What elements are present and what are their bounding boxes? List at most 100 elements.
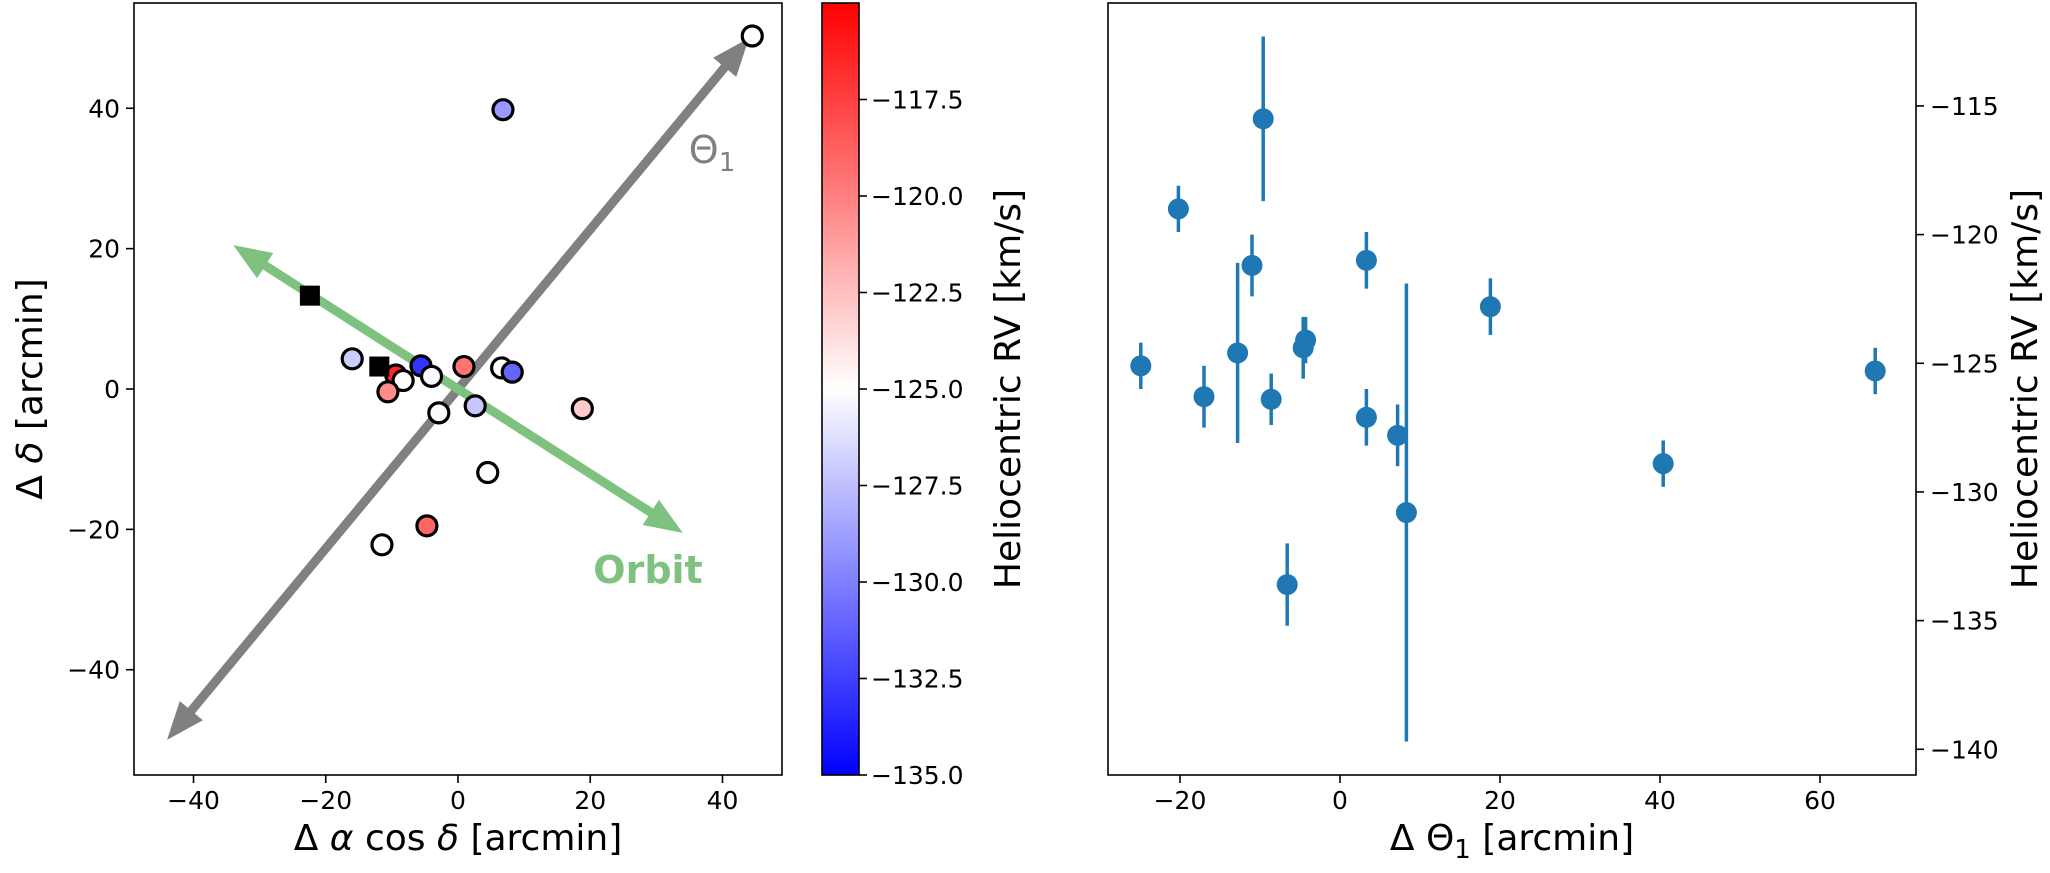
star-point xyxy=(391,368,415,393)
right-x-tick-label: 0 xyxy=(1332,786,1348,815)
colorbar-tick-label: −122.5 xyxy=(871,279,964,308)
square-marker xyxy=(369,356,390,377)
colorbar-tick-label: −125.0 xyxy=(871,375,964,404)
rv-point xyxy=(1241,254,1263,276)
star-point xyxy=(740,24,764,48)
orbit-direction-head xyxy=(642,499,683,533)
left-x-axis-label: Δ α cos δ [arcmin] xyxy=(294,818,623,859)
left-y-tick-label: 20 xyxy=(88,235,120,264)
rv-point xyxy=(1355,406,1377,428)
left-x-tick-label: 40 xyxy=(707,786,739,815)
star-point xyxy=(500,360,524,384)
left-y-ticks: −40 −20 0 20 40 xyxy=(67,94,134,685)
rv-measurement xyxy=(1355,389,1377,446)
rv-measurement xyxy=(1167,185,1189,233)
left-panel: −40 −20 0 20 40 −40 −20 0 20 40 Orbit Θ1 Δ α cos… xyxy=(10,2,783,859)
right-y-tick-label: −135 xyxy=(1930,607,1999,636)
star-point xyxy=(376,380,400,404)
rv-point xyxy=(1130,355,1152,377)
theta1-axis-head xyxy=(713,38,749,77)
rv-point xyxy=(1260,388,1282,410)
star-point xyxy=(491,98,515,122)
right-x-axis-label: Δ Θ1 [arcmin] xyxy=(1390,818,1634,865)
rv-measurement xyxy=(1130,342,1152,389)
right-y-tick-label: −125 xyxy=(1930,349,1999,378)
right-y-axis-label: Heliocentric RV [km/s] xyxy=(2005,189,2046,589)
theta1-arrow-label: Θ1 xyxy=(689,128,735,178)
rv-point xyxy=(1252,108,1274,130)
left-x-ticks: −40 −20 0 20 40 xyxy=(167,775,738,815)
orbit-direction-shaft xyxy=(259,259,657,519)
colorbar-tick-label: −120.0 xyxy=(871,182,964,211)
colorbar-tick-label: −127.5 xyxy=(871,472,964,501)
right-y-tick-label: −140 xyxy=(1930,735,1999,764)
left-x-tick-label: −20 xyxy=(299,786,352,815)
right-y-tick-label: −115 xyxy=(1930,92,1999,121)
rv-point xyxy=(1652,453,1674,475)
star-point xyxy=(452,354,476,379)
star-point xyxy=(370,533,394,557)
rv-point xyxy=(1193,386,1215,408)
orbit-arrow-label: Orbit xyxy=(593,548,702,592)
rv-point xyxy=(1864,360,1886,382)
right-y-tick-label: −130 xyxy=(1930,478,1999,507)
left-points xyxy=(299,24,764,557)
star-point xyxy=(476,460,500,485)
orbit-direction-head xyxy=(233,245,274,279)
colorbar: −117.5 −120.0 −122.5 −125.0 −127.5 −130.0 −132… xyxy=(821,2,1029,790)
colorbar-gradient xyxy=(822,3,859,775)
rv-point xyxy=(1227,342,1249,364)
left-y-tick-label: −20 xyxy=(67,515,120,544)
star-point xyxy=(570,397,594,421)
rv-point xyxy=(1295,329,1317,351)
rv-measurement xyxy=(1295,316,1317,364)
rv-measurement xyxy=(1395,283,1417,742)
colorbar-tick-label: −132.5 xyxy=(871,665,964,694)
left-y-axis-label: Δ δ [arcmin] xyxy=(10,278,51,499)
rv-measurement xyxy=(1276,543,1298,626)
rv-point xyxy=(1167,198,1189,220)
left-y-tick-label: 40 xyxy=(88,94,120,123)
rv-measurement xyxy=(1355,232,1377,289)
right-x-tick-label: −20 xyxy=(1154,786,1207,815)
right-x-tick-label: 40 xyxy=(1644,786,1676,815)
rv-point xyxy=(1479,296,1501,318)
left-x-tick-label: −40 xyxy=(167,786,220,815)
rv-point xyxy=(1276,574,1298,596)
star-point xyxy=(419,364,444,388)
rv-point xyxy=(1387,424,1409,446)
rv-measurement xyxy=(1241,234,1263,297)
orbit-direction-arrow xyxy=(233,245,683,533)
right-y-tick-label: −120 xyxy=(1930,221,1999,250)
star-point xyxy=(340,347,364,371)
left-x-tick-label: 20 xyxy=(574,786,606,815)
rv-measurement xyxy=(1227,262,1249,444)
star-point xyxy=(463,394,487,418)
rv-point xyxy=(1355,249,1377,271)
rv-measurement xyxy=(1479,278,1501,335)
colorbar-tick-label: −135.0 xyxy=(871,761,964,790)
right-y-ticks: −115 −120 −125 −130 −135 −140 xyxy=(1916,92,1999,764)
right-points xyxy=(1130,36,1886,742)
left-y-tick-label: 0 xyxy=(104,375,120,404)
left-arrows xyxy=(167,38,749,740)
star-point xyxy=(427,401,451,425)
square-marker xyxy=(299,285,320,306)
theta1-axis-head xyxy=(167,701,203,740)
colorbar-tick-label: −117.5 xyxy=(871,86,964,115)
rv-measurement xyxy=(1193,365,1215,428)
left-y-tick-label: −40 xyxy=(67,656,120,685)
right-x-tick-label: 60 xyxy=(1804,786,1836,815)
left-x-tick-label: 0 xyxy=(450,786,466,815)
rv-point xyxy=(1395,502,1417,524)
right-plot-frame xyxy=(1107,2,1917,776)
rv-measurement xyxy=(1252,36,1274,202)
right-x-tick-label: 20 xyxy=(1484,786,1516,815)
colorbar-label: Heliocentric RV [km/s] xyxy=(988,189,1029,589)
left-plot-frame xyxy=(133,2,783,776)
colorbar-ticks: −117.5 −120.0 −122.5 −125.0 −127.5 −130.0 −132… xyxy=(859,86,964,790)
rv-measurement xyxy=(1387,404,1409,467)
right-x-ticks: −20 0 20 40 60 xyxy=(1154,775,1836,815)
star-point xyxy=(415,514,439,538)
